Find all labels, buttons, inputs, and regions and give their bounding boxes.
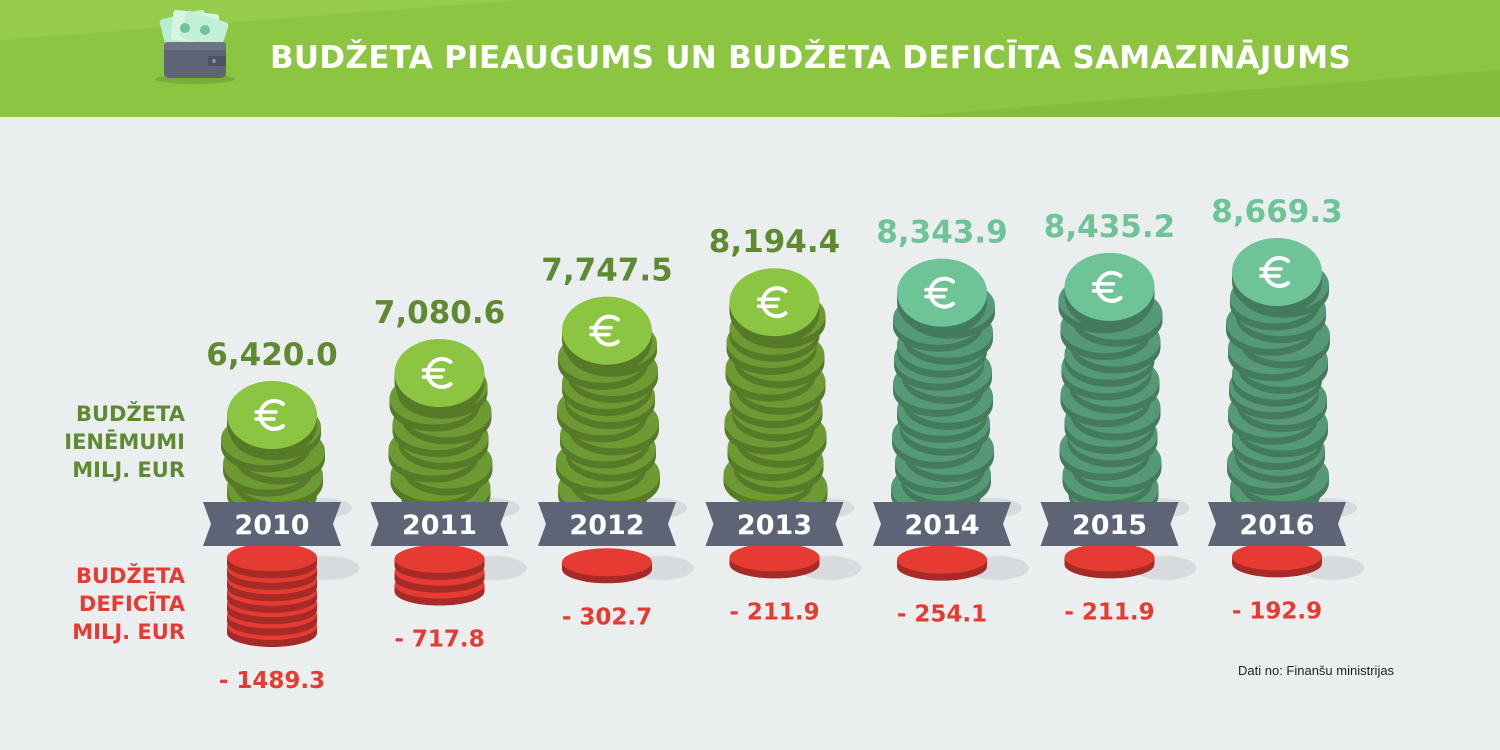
year-ribbon: 2011 — [370, 502, 509, 546]
euro-icon — [1091, 270, 1123, 303]
revenue-axis-label: BUDŽETA IENĒMUMI MILJ. EUR — [40, 400, 185, 484]
euro-icon — [254, 399, 285, 431]
revenue-top-coin — [729, 268, 820, 346]
deficit-coin — [394, 544, 485, 580]
header-banner: BUDŽETA PIEAUGUMS UN BUDŽETA DEFICĪTA SA… — [0, 0, 1500, 117]
budget-chart: 6,420.0 2010 - 1489.3 7,080.6 2011 - 717.8 7,7… — [203, 194, 1364, 694]
year-ribbon: 2013 — [705, 502, 844, 546]
deficit-value-label: - 302.7 — [562, 604, 652, 630]
deficit-value-label: - 211.9 — [729, 599, 819, 625]
year-ribbon: 2015 — [1040, 502, 1179, 546]
euro-icon — [589, 314, 620, 347]
deficit-coin — [1064, 543, 1155, 579]
deficit-coin — [227, 543, 317, 579]
revenue-label-line: MILJ. EUR — [72, 458, 185, 482]
year-label: 2013 — [737, 510, 812, 541]
revenue-value-label: 6,420.0 — [206, 337, 337, 373]
deficit-coin — [729, 543, 820, 579]
wallet-icon — [155, 10, 235, 84]
deficit-label-line: MILJ. EUR — [72, 620, 185, 644]
euro-icon — [421, 357, 453, 389]
year-label: 2014 — [904, 510, 979, 541]
deficit-value-label: - 254.1 — [897, 602, 987, 628]
revenue-value-label: 8,194.4 — [709, 224, 840, 260]
year-label: 2016 — [1239, 510, 1314, 541]
year-label: 2011 — [402, 510, 477, 541]
source-note: Dati no: Finanšu ministrijas — [1238, 663, 1395, 678]
revenue-value-label: 8,669.3 — [1211, 194, 1342, 230]
year-ribbon: 2010 — [203, 502, 341, 546]
revenue-value-label: 7,747.5 — [541, 253, 672, 289]
revenue-label-line: BUDŽETA — [75, 402, 185, 426]
year-ribbon: 2012 — [538, 502, 676, 546]
euro-icon — [1259, 256, 1290, 288]
year-ribbon: 2016 — [1208, 502, 1346, 546]
revenue-value-label: 8,343.9 — [876, 215, 1007, 251]
deficit-label-line: DEFICĪTA — [78, 592, 185, 616]
page-title: BUDŽETA PIEAUGUMS UN BUDŽETA DEFICĪTA SA… — [270, 40, 1351, 76]
revenue-label-line: IENĒMUMI — [64, 430, 185, 454]
year-label: 2015 — [1072, 510, 1147, 541]
deficit-value-label: - 211.9 — [1064, 599, 1154, 625]
deficit-label-line: BUDŽETA — [75, 564, 185, 588]
revenue-value-label: 7,080.6 — [374, 295, 505, 331]
year-ribbon: 2014 — [873, 502, 1011, 546]
deficit-value-label: - 717.8 — [394, 627, 484, 653]
revenue-value-label: 8,435.2 — [1044, 209, 1175, 245]
year-label: 2010 — [234, 510, 309, 541]
deficit-coin — [1232, 542, 1322, 578]
year-label: 2012 — [569, 510, 644, 541]
deficit-value-label: - 1489.3 — [219, 668, 325, 694]
deficit-value-label: - 192.9 — [1232, 598, 1322, 624]
deficit-axis-label: BUDŽETA DEFICĪTA MILJ. EUR — [40, 562, 185, 646]
deficit-coin — [897, 545, 987, 581]
deficit-coin — [562, 548, 652, 584]
euro-icon — [756, 286, 788, 319]
header-shade — [0, 0, 1500, 117]
euro-icon — [924, 276, 955, 309]
revenue-top-coin — [227, 381, 317, 458]
